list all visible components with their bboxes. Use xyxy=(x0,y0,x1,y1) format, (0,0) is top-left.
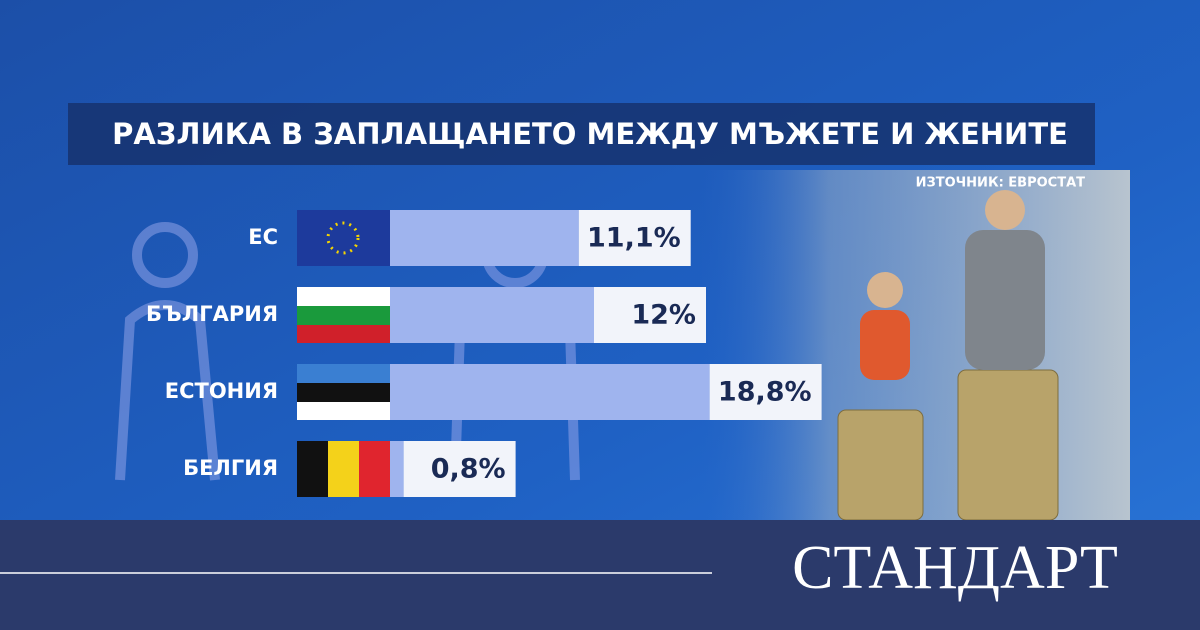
value-label: 0,8% xyxy=(431,454,506,485)
value-box xyxy=(403,441,516,497)
value-label: 12% xyxy=(631,300,696,331)
bar xyxy=(390,210,579,266)
value-box xyxy=(709,364,822,420)
flag-bulgaria xyxy=(297,287,390,343)
bar xyxy=(390,441,404,497)
category-label: ЕСТОНИЯ xyxy=(165,379,278,403)
category-label: БЪЛГАРИЯ xyxy=(146,302,278,326)
value-label: 11,1% xyxy=(587,223,681,254)
category-label: ЕС xyxy=(248,225,278,249)
title-box xyxy=(68,103,1095,165)
footer xyxy=(0,520,1200,630)
flag-estonia xyxy=(297,364,390,420)
flag-belgium xyxy=(297,441,390,497)
value-box xyxy=(594,287,706,343)
brand-logo: СТАНДАРТ xyxy=(792,534,1118,602)
figures xyxy=(860,190,1045,380)
coins xyxy=(837,369,1059,521)
bar xyxy=(390,287,594,343)
value-label: 18,8% xyxy=(718,377,812,408)
value-box xyxy=(578,210,691,266)
bar xyxy=(390,364,710,420)
source: ИЗТОЧНИК: ЕВРОСТАТ xyxy=(916,176,1085,191)
category-label: БЕЛГИЯ xyxy=(183,456,278,480)
flag-eu xyxy=(297,210,390,266)
chart-title: РАЗЛИКА В ЗАПЛАЩАНЕТО МЕЖДУ МЪЖЕТЕ И ЖЕН… xyxy=(112,117,1068,151)
bars: ЕС 11,1% БЪЛГАРИЯ 12% ЕСТОНИЯ 18,8% БЕЛГИЯ 0,8% xyxy=(146,210,822,497)
